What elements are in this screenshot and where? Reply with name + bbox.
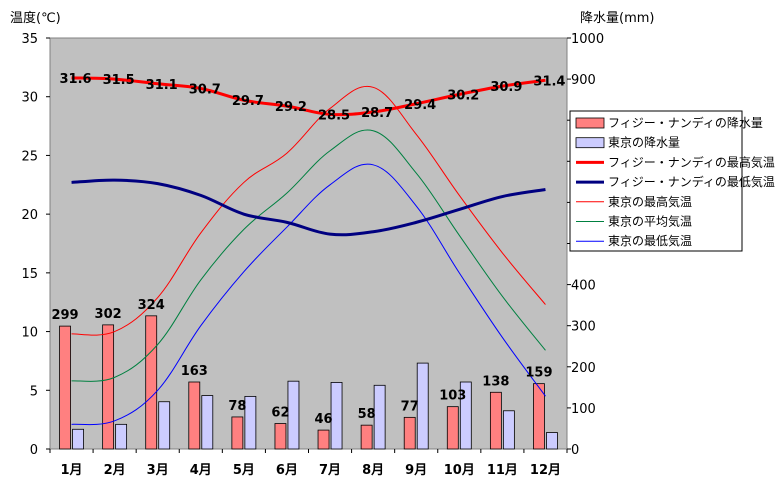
nadi-precip-value-label: 103 <box>439 389 466 404</box>
month-label: 10月 <box>444 463 475 478</box>
nadi-precip-value-label: 58 <box>358 407 376 422</box>
tokyo-precip-bar <box>201 395 214 450</box>
nadi-precip-value-label: 163 <box>181 364 208 379</box>
month-label: 12月 <box>530 463 561 478</box>
data-labels-layer: 299 302 324 163 78 62 46 58 77 103 138 159 31.6 31.5 3… <box>51 72 565 427</box>
nadi-max-temp-value-label: 29.2 <box>275 100 307 115</box>
legend-label: フィジー・ナンディの降水量 <box>608 115 763 130</box>
nadi-max-temp-value-label: 29.7 <box>232 94 264 109</box>
left-axis-tick-label: 5 <box>30 384 38 399</box>
nadi-max-temp-value-label: 30.2 <box>447 88 479 103</box>
nadi-min-temp-line <box>71 178 546 237</box>
nadi-precip-bar <box>489 391 502 450</box>
nadi-precip-bar <box>145 315 158 450</box>
legend-label: 東京の平均気温 <box>608 214 692 229</box>
right-axis-tick-label: 900 <box>571 73 596 88</box>
month-label: 6月 <box>276 463 298 478</box>
nadi-precip-value-label: 324 <box>138 298 165 313</box>
tokyo-precip-bar <box>115 423 128 450</box>
nadi-precip-value-label: 302 <box>95 307 122 322</box>
nadi-max-temp-value-label: 31.6 <box>60 72 92 87</box>
tokyo-precip-bar <box>244 395 257 450</box>
month-label: 2月 <box>104 463 126 478</box>
right-axis-tick-label: 400 <box>571 279 596 294</box>
tokyo-min-temp-line <box>71 163 546 426</box>
right-axis-tick-label: 100 <box>571 402 596 417</box>
nadi-precip-value-label: 299 <box>51 308 78 323</box>
legend-bar-swatch <box>575 117 605 129</box>
nadi-max-temp-value-label: 31.4 <box>533 74 565 89</box>
legend-label: フィジー・ナンディの最高気温 <box>608 154 775 169</box>
left-axis-tick-label: 0 <box>30 443 38 458</box>
tokyo-precip-bar <box>502 410 515 450</box>
legend-label: 東京の降水量 <box>608 136 680 150</box>
tokyo-avg-temp-line <box>71 129 546 382</box>
nadi-precip-value-label: 138 <box>482 374 509 389</box>
legend-label: フィジー・ナンディの最低気温 <box>608 174 775 189</box>
plot-area <box>49 37 568 450</box>
left-axis-tick-label: 15 <box>21 267 38 282</box>
month-label: 4月 <box>190 463 212 478</box>
left-axis-tick-label: 30 <box>21 91 38 106</box>
nadi-precip-bar <box>231 416 244 450</box>
right-axis-tick-label: 200 <box>571 361 596 376</box>
legend: フィジー・ナンディの降水量東京の降水量フィジー・ナンディの最高気温フィジー・ナン… <box>569 110 775 252</box>
tokyo-precip-bar <box>416 362 429 450</box>
month-label: 8月 <box>362 463 384 478</box>
left-axis-tick-label: 20 <box>21 208 38 223</box>
lines-layer <box>71 76 546 426</box>
right-axis-title: 降水量(mm) <box>580 11 654 26</box>
nadi-precip-value-label: 62 <box>271 406 289 421</box>
left-axis-tick-label: 10 <box>21 326 38 341</box>
nadi-max-temp-line <box>71 76 546 117</box>
nadi-precip-bar <box>360 424 373 450</box>
tokyo-precip-bar <box>373 384 386 450</box>
left-axis-tick-label: 25 <box>21 149 38 164</box>
right-axis-tick-label: 0 <box>571 443 579 458</box>
nadi-precip-value-label: 159 <box>525 366 552 381</box>
nadi-precip-bar <box>403 416 416 450</box>
nadi-max-temp-value-label: 31.1 <box>146 78 178 93</box>
legend-bar-swatch <box>575 137 605 149</box>
tokyo-precip-bar <box>459 381 472 450</box>
nadi-precip-bar <box>188 381 201 450</box>
nadi-max-temp-value-label: 28.7 <box>361 106 393 121</box>
nadi-precip-bar <box>274 423 287 450</box>
tokyo-precip-bar <box>158 401 171 450</box>
tokyo-precip-bar <box>546 432 558 450</box>
left-axis-title: 温度(℃) <box>10 10 61 26</box>
right-axis-tick-label: 1000 <box>571 32 604 47</box>
month-label: 1月 <box>61 463 83 478</box>
nadi-max-temp-value-label: 30.9 <box>490 80 522 95</box>
tokyo-precip-bar <box>72 428 84 450</box>
left-axis-tick-label: 35 <box>21 32 38 47</box>
legend-label: 東京の最低気温 <box>608 233 692 248</box>
legend-label: 東京の最高気温 <box>608 194 692 209</box>
nadi-precip-bar <box>317 429 330 450</box>
nadi-precip-value-label: 46 <box>314 412 332 427</box>
nadi-precip-bar <box>102 324 115 450</box>
month-label: 11月 <box>487 463 518 478</box>
nadi-precip-value-label: 78 <box>228 399 246 414</box>
nadi-precip-value-label: 77 <box>401 399 419 414</box>
nadi-precip-bar <box>446 406 459 450</box>
month-label: 3月 <box>147 463 169 478</box>
right-axis-tick-label: 300 <box>571 320 596 335</box>
month-label: 7月 <box>319 463 341 478</box>
month-label: 5月 <box>233 463 255 478</box>
nadi-max-temp-value-label: 29.4 <box>404 98 436 113</box>
tokyo-precip-bar <box>330 382 343 450</box>
nadi-precip-bar <box>533 383 545 450</box>
bars-layer <box>59 315 558 450</box>
nadi-max-temp-value-label: 30.7 <box>189 82 221 97</box>
month-label: 9月 <box>405 463 427 478</box>
nadi-max-temp-value-label: 28.5 <box>318 108 350 123</box>
nadi-precip-bar <box>59 325 71 450</box>
nadi-max-temp-value-label: 31.5 <box>103 73 135 88</box>
tokyo-precip-bar <box>287 380 300 450</box>
